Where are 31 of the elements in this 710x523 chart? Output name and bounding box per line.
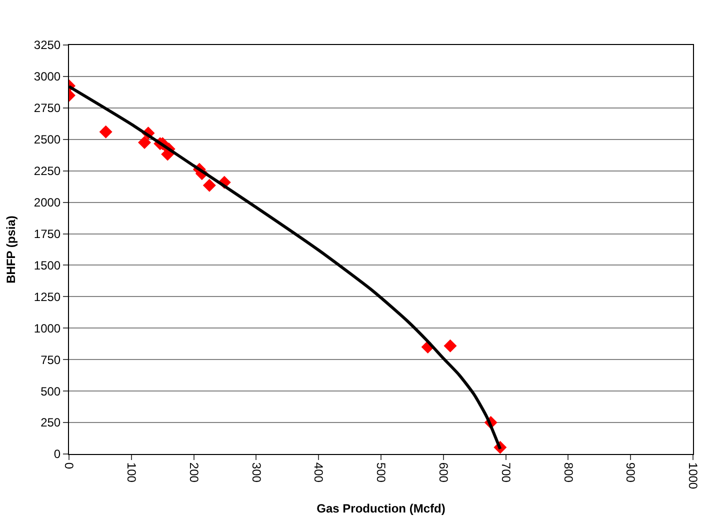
y-tick-label: 1500 [34,258,61,272]
x-tick-label: 600 [436,462,450,483]
point [99,125,112,138]
y-tick-label: 3250 [34,38,61,52]
y-tick-label: 500 [40,384,61,398]
x-tick-label: 900 [624,462,638,483]
y-tick-label: 3000 [34,70,61,84]
y-tick-label: 1250 [34,290,61,304]
y-tick-label: 2500 [34,132,61,147]
y-tick-label: 250 [40,416,61,430]
y-tick-label: 1000 [34,321,61,336]
y-tick-label: 1750 [34,226,61,241]
x-tick-label: 700 [498,462,513,483]
x-tick-label: 1000 [686,462,700,490]
x-axis-title: Gas Production (Mcfd) [316,501,446,516]
x-tick-label: 500 [374,462,388,483]
x-tick-label: 800 [561,462,576,483]
y-tick-label: 0 [54,447,61,462]
x-tick-label: 0 [62,462,76,470]
x-tick-label: 200 [186,462,201,483]
point [444,339,457,352]
y-tick-label: 750 [40,352,61,367]
y-tick-label: 2750 [34,101,61,116]
x-tick-label: 400 [312,462,326,483]
x-tick-label: 100 [124,462,138,483]
point [138,136,151,150]
x-tick-label: 300 [249,462,264,483]
y-tick-label: 2000 [34,196,61,210]
y-tick-label: 2250 [34,164,61,178]
y-axis-title: BHFP (psia) [4,216,18,284]
point [202,178,216,192]
